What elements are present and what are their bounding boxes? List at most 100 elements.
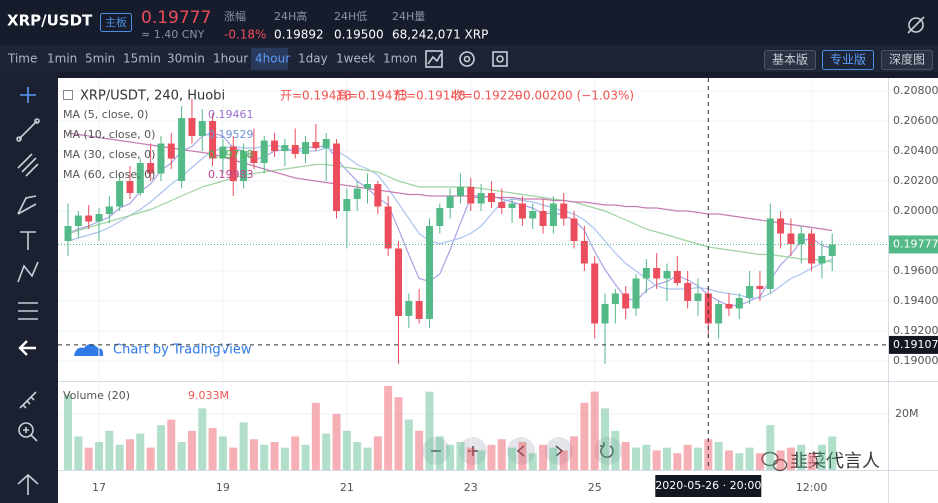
candle-body xyxy=(281,145,289,152)
x-tick-label: 12:00 xyxy=(796,481,828,494)
ohlc-value: 低=0.19148 xyxy=(394,89,466,103)
candle-body xyxy=(756,285,764,289)
volume-bar xyxy=(652,450,661,470)
volume-bar xyxy=(260,444,269,470)
interval[interactable]: 1day xyxy=(298,52,328,66)
candle-body xyxy=(353,188,361,200)
interval[interactable]: 1week xyxy=(336,52,375,66)
candle-body xyxy=(85,215,93,222)
volume-bar xyxy=(745,447,754,470)
x-tick-label: 23 xyxy=(464,481,478,494)
volume-bar xyxy=(518,441,527,470)
volume-bar xyxy=(208,427,217,470)
volume-bar xyxy=(353,441,362,470)
volume-bar xyxy=(167,419,176,470)
wechat-icon xyxy=(761,451,788,472)
candle-body xyxy=(64,226,72,241)
volume-bar xyxy=(611,430,620,470)
volume-bar xyxy=(632,447,641,470)
candle-body xyxy=(74,215,82,227)
volume-bar xyxy=(177,441,186,470)
x-tick-label: 19 xyxy=(216,481,230,494)
volume-bar xyxy=(724,450,733,470)
interval[interactable]: 4hour xyxy=(255,52,290,66)
candle-body xyxy=(508,203,516,209)
volume-bar xyxy=(662,447,671,470)
nav-glyphs xyxy=(431,442,614,458)
volume-bar xyxy=(311,402,320,470)
volume-bar xyxy=(125,439,134,470)
volume-bar xyxy=(425,391,434,470)
volume-bar xyxy=(446,444,455,470)
ma-legend-value: 0.19983 xyxy=(208,168,254,181)
board: 主板 xyxy=(105,15,127,29)
last-price-label: 0.19777 xyxy=(893,237,938,250)
interval[interactable]: 1mon xyxy=(383,52,417,66)
interval[interactable]: 15min xyxy=(123,52,161,66)
chart-tools[interactable] xyxy=(425,50,508,68)
stat-label: 24H高 xyxy=(274,9,307,23)
candle-body xyxy=(147,163,155,174)
y-tick-label: 0.20600 xyxy=(893,114,938,127)
volume-bar xyxy=(301,444,310,470)
volume-bar xyxy=(539,444,548,470)
view-button-box xyxy=(881,50,933,70)
board-badge xyxy=(100,13,132,32)
volume-bar xyxy=(580,402,589,470)
interval[interactable]: 5min xyxy=(85,52,115,66)
volume-bar xyxy=(477,450,486,470)
nav-buttons[interactable] xyxy=(422,437,622,465)
tool-sidebar xyxy=(0,72,58,503)
volume-bar xyxy=(322,433,331,470)
legend-collapse[interactable] xyxy=(63,90,73,100)
y-tick-label: 0.20800 xyxy=(893,84,938,97)
interval[interactable]: 1min xyxy=(47,52,77,66)
candle-body xyxy=(157,143,165,174)
candle-body xyxy=(477,193,485,204)
watermark: 韭菜代言人 xyxy=(790,451,880,472)
volume-bar xyxy=(84,447,93,470)
volume-bar xyxy=(642,444,651,470)
volume-bar xyxy=(415,430,424,470)
candle-body xyxy=(704,293,712,324)
view-button-box xyxy=(822,50,874,70)
volume-bar xyxy=(570,436,579,470)
view-button[interactable]: 深度图 xyxy=(889,52,925,67)
volume-bar xyxy=(229,447,238,470)
cny-price: ≈ 1.40 CNY xyxy=(141,28,205,41)
volume-bar xyxy=(797,444,806,470)
volume-bar xyxy=(332,413,341,470)
volume-bar xyxy=(291,436,300,470)
ohlc-value: 开=0.19418 xyxy=(280,89,352,103)
drawing-tools[interactable] xyxy=(16,87,40,495)
y-tick-label: 0.20400 xyxy=(893,144,938,157)
candle-body xyxy=(694,293,702,301)
y-tick-label: 0.19400 xyxy=(893,294,938,307)
stat-value: 68,242,071 XRP xyxy=(392,28,488,42)
candle-body xyxy=(198,121,206,137)
candle-body xyxy=(797,233,805,244)
ma-line xyxy=(67,132,833,307)
volume-bar xyxy=(714,441,723,470)
volume-bar xyxy=(136,433,145,470)
branding[interactable]: Chart by TradingView xyxy=(113,343,252,358)
candle-body xyxy=(715,303,723,324)
candle-body xyxy=(632,278,640,309)
theme-icon[interactable] xyxy=(907,16,925,34)
stat-label: 24H低 xyxy=(334,10,367,23)
candle-body xyxy=(787,233,795,244)
interval[interactable]: 30min xyxy=(167,52,205,66)
candle-body xyxy=(642,267,650,279)
candle-body xyxy=(498,202,506,209)
view-button[interactable]: 基本版 xyxy=(772,53,808,67)
candle-body xyxy=(580,240,588,264)
candle-body xyxy=(539,211,547,227)
x-tick-label: 21 xyxy=(340,481,354,494)
interval[interactable]: 1hour xyxy=(213,52,248,66)
stat-label: 涨幅 xyxy=(224,10,246,23)
stat-label: 24H量 xyxy=(392,10,425,23)
view-button[interactable]: 专业版 xyxy=(830,52,866,67)
candle-body xyxy=(549,203,557,227)
